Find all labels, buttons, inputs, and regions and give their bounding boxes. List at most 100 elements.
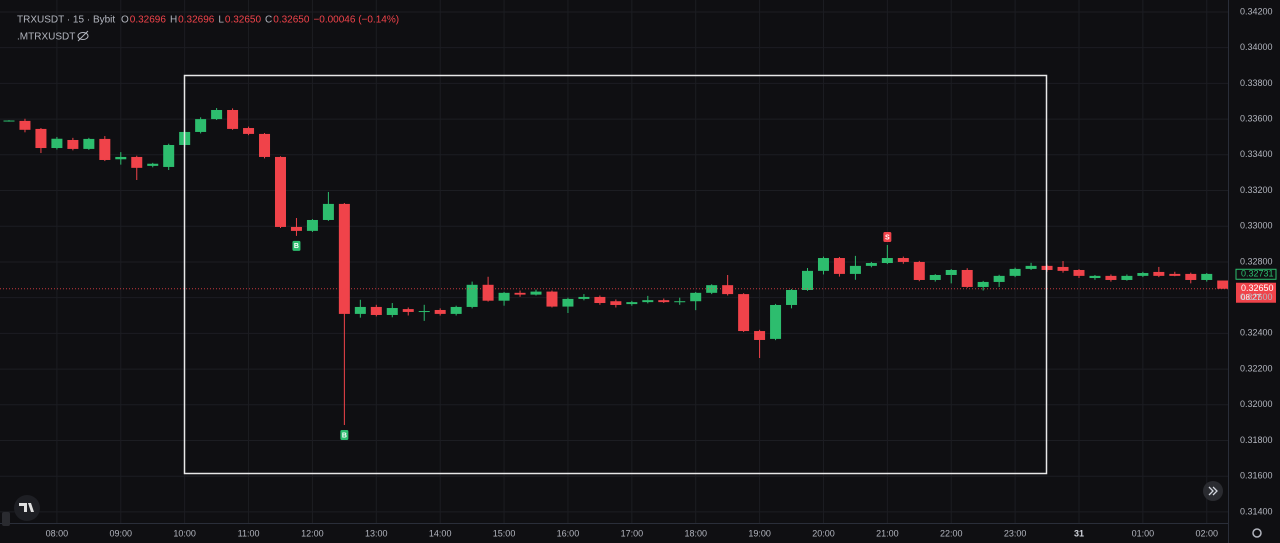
candle-body	[163, 144, 175, 167]
x-tick-label: 08:00	[46, 528, 69, 538]
candle-body	[865, 263, 877, 266]
candle-body	[67, 139, 79, 149]
x-tick-label: 20:00	[812, 528, 835, 538]
candle-body	[1201, 273, 1213, 280]
eye-slash	[77, 30, 89, 42]
candle-body	[738, 294, 750, 332]
candle-body	[99, 138, 111, 160]
y-tick-label: 0.32200	[1240, 363, 1273, 373]
ohlc-value: 0.32650	[273, 15, 310, 26]
candle-body	[434, 309, 446, 314]
candle-body	[274, 156, 286, 227]
candle-body	[897, 258, 909, 262]
tv-logo[interactable]	[14, 495, 40, 521]
candle-body	[770, 304, 782, 339]
x-tick-label: 18:00	[684, 528, 707, 538]
candle-body	[450, 306, 462, 314]
candle-body	[19, 120, 31, 130]
candle-body	[386, 308, 398, 315]
last-price-box	[1236, 282, 1276, 303]
gear-icon	[1252, 528, 1262, 538]
candle-body	[466, 284, 478, 307]
candle-body	[3, 120, 15, 122]
x-tick-label: 13:00	[365, 528, 388, 538]
candle-body	[546, 291, 558, 307]
candle-body	[354, 306, 366, 314]
candle-body	[913, 261, 925, 280]
y-tick-label: 0.31800	[1240, 435, 1273, 445]
x-tick-label: 19:00	[748, 528, 771, 538]
candle-body	[259, 133, 271, 157]
candle-body	[1169, 273, 1181, 276]
x-tick-label: 15:00	[493, 528, 516, 538]
x-tick-label: 10:00	[173, 528, 196, 538]
candle-body	[1025, 265, 1037, 269]
y-tick-label: 0.33200	[1240, 185, 1273, 195]
y-tick-label: 0.33800	[1240, 78, 1273, 88]
ohlc-value: 0.32696	[178, 15, 215, 26]
candle-body	[658, 300, 670, 303]
rectangle-drawing	[183, 74, 1048, 475]
candle-body	[195, 119, 207, 132]
candle-body	[674, 301, 686, 303]
ohlc-letter: H	[170, 15, 177, 26]
candle-body	[115, 156, 127, 160]
y-tick-label: 0.32600	[1240, 292, 1273, 302]
y-tick-label: 0.34000	[1240, 42, 1273, 52]
y-tick-label: 0.31600	[1240, 471, 1273, 481]
x-tick-label: 12:00	[301, 528, 324, 538]
candle-body	[290, 226, 302, 231]
candle-body	[833, 258, 845, 274]
candle-body	[562, 298, 574, 307]
candle-body	[51, 138, 63, 149]
candle-body	[690, 292, 702, 302]
signal-badge	[883, 231, 892, 242]
signal-label: S	[885, 234, 890, 241]
candle-body	[754, 331, 766, 340]
last-price-label: 0.32650	[1241, 283, 1274, 293]
candle-body	[945, 269, 957, 275]
candle-body	[817, 258, 829, 271]
ohlc-value: 0.32650	[225, 15, 262, 26]
candle-body	[83, 138, 95, 149]
y-tick-label: 0.33400	[1240, 149, 1273, 159]
x-tick-label: 01:00	[1132, 528, 1155, 538]
signal-badge	[292, 240, 301, 251]
candle-body	[227, 109, 239, 129]
candle-body	[929, 274, 941, 280]
y-tick-label: 0.32000	[1240, 399, 1273, 409]
y-tick-label: 0.32800	[1240, 256, 1273, 266]
candle-body	[993, 275, 1005, 282]
candle-body	[418, 311, 430, 313]
y-tick-label: 0.33000	[1240, 221, 1273, 231]
candles	[3, 108, 1229, 425]
candle-body	[243, 128, 255, 134]
candle-body	[370, 306, 382, 315]
x-tick-label: 31	[1074, 528, 1084, 538]
eye-icon[interactable]	[77, 30, 89, 42]
collapse-tab[interactable]	[2, 512, 10, 526]
x-tick-label: 09:00	[110, 528, 133, 538]
candle-body	[211, 109, 223, 120]
scroll-right-button[interactable]	[1203, 481, 1223, 501]
candle-body	[1153, 271, 1165, 276]
y-tick-label: 0.32400	[1240, 328, 1273, 338]
indicator-label: 0.32731	[1241, 269, 1274, 279]
x-tick-label: 02:00	[1195, 528, 1218, 538]
candle-body	[498, 292, 510, 301]
candle-body	[1073, 269, 1085, 276]
settings-button[interactable]	[1252, 528, 1262, 538]
y-tick-label: 0.34200	[1240, 6, 1273, 16]
candle-body	[961, 269, 973, 287]
candle-body	[482, 284, 494, 301]
candle-body	[131, 156, 143, 168]
ohlc-letter: C	[265, 15, 272, 26]
ohlc-letter: O	[121, 15, 129, 26]
x-tick-label: 22:00	[940, 528, 963, 538]
candle-body	[1089, 275, 1101, 279]
candle-body	[147, 163, 159, 166]
candle-body	[1057, 266, 1069, 271]
